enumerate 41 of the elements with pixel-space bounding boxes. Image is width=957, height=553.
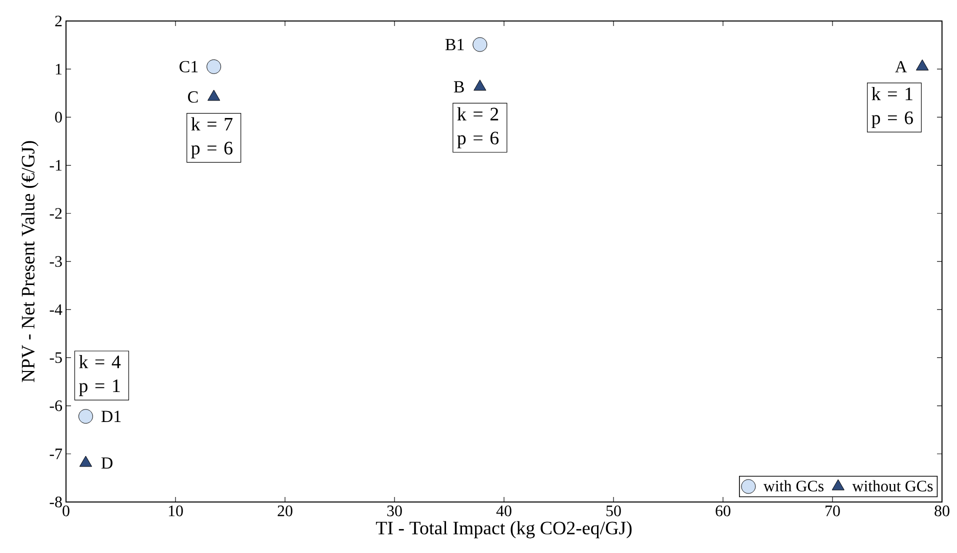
point xyxy=(474,80,486,91)
y-tick-label: -8 xyxy=(50,496,62,508)
x-tick-label: 40 xyxy=(496,506,512,516)
x-tick-label: 60 xyxy=(716,506,730,516)
point xyxy=(916,59,929,70)
y-tick-label: 1 xyxy=(56,64,62,74)
y-tick-label: -5 xyxy=(50,352,62,363)
y-tick-label: 2 xyxy=(55,16,62,26)
point xyxy=(472,37,488,52)
y-tick-label: 0 xyxy=(55,112,62,123)
annotation: k = 4 p = 1 xyxy=(79,355,121,396)
annotation: C1 xyxy=(180,60,198,72)
x-tick-label: 10 xyxy=(168,506,183,516)
y-tick-label: -2 xyxy=(50,208,62,219)
x-axis-title: TI - Total Impact (kg CO2-eq/GJ) xyxy=(376,521,632,538)
annotation: B1 xyxy=(445,38,464,50)
annotation: k = 7 p = 6 xyxy=(191,117,233,158)
y-tick-label: -4 xyxy=(50,304,62,315)
point xyxy=(206,59,222,74)
legend-label: without GCs xyxy=(852,480,933,492)
x-tick-label: 80 xyxy=(934,506,950,516)
x-tick-label: 50 xyxy=(606,506,621,516)
annotation: C xyxy=(188,91,198,103)
annotation: k = 2 p = 6 xyxy=(457,107,499,148)
annotation: D1 xyxy=(101,410,121,422)
point xyxy=(79,456,92,467)
y-tick-label: -7 xyxy=(50,448,62,460)
x-tick-label: 30 xyxy=(387,506,402,516)
y-axis-title: NPV - Net Present Value (€/GJ) xyxy=(21,141,38,382)
x-tick-label: 20 xyxy=(278,506,292,516)
x-tick-label: 0 xyxy=(62,506,70,516)
point xyxy=(208,90,220,101)
annotation: D xyxy=(101,457,112,469)
x-tick-label: 70 xyxy=(826,506,840,516)
annotation: A xyxy=(895,61,907,72)
annotation: B xyxy=(454,81,464,92)
y-tick-label: -6 xyxy=(50,400,62,412)
legend-label: with GCs xyxy=(763,480,824,492)
y-tick-label: -3 xyxy=(50,256,62,267)
annotation: k = 1 p = 6 xyxy=(872,86,913,128)
y-tick-label: -1 xyxy=(50,160,62,171)
